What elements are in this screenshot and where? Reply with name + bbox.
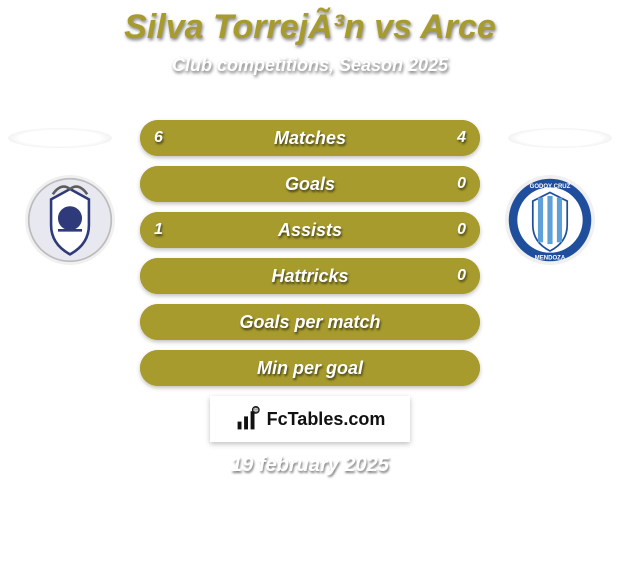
stat-bar-right-value [452,350,480,386]
stat-bar-left-value [140,166,168,202]
stat-bar-row: Assists1 0 [140,212,480,248]
stat-bar-row: Hattricks0 [140,258,480,294]
stat-bar-row: Goals0 [140,166,480,202]
stat-bar-left-value: 1 [140,212,177,248]
right-team-crest: GODOY CRUZ MENDOZA [505,175,595,265]
watermark: FcTables.com [210,396,410,442]
stat-bar-right-value: 0 [443,258,480,294]
page-title: Silva TorrejÃ³n vs Arce [0,0,620,47]
stat-bars: Matches64Goals0Assists10Hattricks0Goals … [140,120,480,396]
stat-bar-left-value [140,304,168,340]
stat-bar-left-value [140,258,168,294]
stat-bar-label: Assists [140,212,480,248]
watermark-text: FcTables.com [267,409,386,430]
stat-bar-label: Goals [140,166,480,202]
stat-bar-row: Goals per match [140,304,480,340]
fctables-logo-icon [235,406,261,432]
right-player-ellipse [508,128,612,148]
stat-bar-right-value: 0 [443,166,480,202]
stat-bar-right-value: 4 [443,120,480,156]
left-team-crest [25,175,115,265]
left-player-ellipse [8,128,112,148]
svg-text:MENDOZA: MENDOZA [535,256,566,262]
stat-bar-left-value [140,350,168,386]
footer-date: 19 february 2025 [0,454,620,477]
stat-bar-left-value: 6 [140,120,177,156]
gimnasia-crest-icon [27,177,113,263]
stat-bar-label: Hattricks [140,258,480,294]
svg-text:GODOY CRUZ: GODOY CRUZ [530,184,571,190]
godoy-cruz-crest-icon: GODOY CRUZ MENDOZA [507,177,593,263]
stat-bar-right-value [452,304,480,340]
stat-bar-label: Goals per match [140,304,480,340]
stat-bar-row: Matches6 4 [140,120,480,156]
subtitle: Club competitions, Season 2025 [0,55,620,76]
stat-bar-label: Min per goal [140,350,480,386]
stat-bar-label: Matches [140,120,480,156]
comparison-infographic: Silva TorrejÃ³n vs Arce Club competition… [0,0,620,580]
stat-bar-right-value: 0 [443,212,480,248]
stat-bar-row: Min per goal [140,350,480,386]
